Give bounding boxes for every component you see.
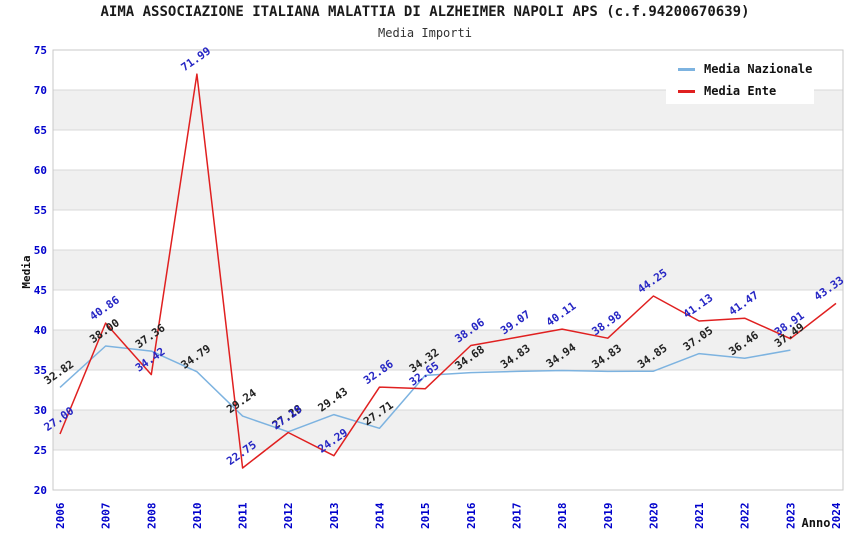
x-tick-label: 2013 [328,503,341,530]
x-tick-label: 2024 [830,502,843,529]
plot-border [52,49,844,491]
grid-lines [53,89,843,451]
series-line-media-ente [59,73,837,469]
x-tick-label: 2017 [510,503,523,530]
y-tick-label: 45 [34,284,47,297]
x-tick-label: 2012 [282,503,295,530]
plot-band [53,170,843,210]
legend-swatch-media-ente-icon [678,89,695,93]
plot-band [53,450,843,490]
chart-title: AIMA ASSOCIAZIONE ITALIANA MALATTIA DI A… [100,4,750,20]
legend-label-media-ente: Media Ente [704,84,777,98]
plot-band [53,130,843,170]
y-tick-label: 30 [34,404,47,417]
x-tick-label: 2022 [739,503,752,530]
x-tick-label: 2014 [374,502,387,529]
x-tick-label: 2018 [556,503,569,530]
y-tick-label: 25 [34,444,47,457]
plot-band [53,370,843,410]
series-line-media-nazionale [59,345,791,433]
x-tick-label: 2023 [784,503,797,530]
x-tick-label: 2010 [191,503,204,530]
y-axis-title: Media [20,255,33,288]
x-tick-label: 2006 [54,502,67,529]
y-tick-label: 65 [34,124,47,137]
y-tick-label: 75 [34,44,47,57]
plot-band [53,330,843,370]
x-axis-ticks: 2006 2007 2008 2010 2011 2012 2013 2014 2015 2016… [54,502,843,529]
x-tick-label: 2020 [647,503,660,530]
plot-band [53,210,843,250]
x-tick-label: 2007 [100,503,113,530]
plot-band [53,250,843,290]
legend-item-media-ente: Media Ente [666,83,814,99]
x-tick-label: 2008 [145,503,158,530]
plot-band [53,290,843,330]
y-tick-label: 70 [34,84,47,97]
y-tick-label: 50 [34,244,47,257]
x-tick-label: 2015 [419,503,432,530]
x-tick-label: 2019 [602,503,615,530]
legend-label-media-nazionale: Media Nazionale [704,62,813,76]
y-axis-ticks: 20 25 30 35 40 45 50 55 60 65 70 75 [34,44,47,497]
y-tick-label: 60 [34,164,47,177]
series-lines [59,73,837,469]
x-tick-label: 2011 [237,502,250,529]
chart-subtitle: Media Importi [378,26,472,40]
y-tick-label: 35 [34,364,47,377]
x-tick-label: 2016 [465,502,478,529]
legend-item-media-nazionale: Media Nazionale [666,61,814,77]
plot-bands [53,50,843,490]
plot-border-rect [52,49,844,491]
y-tick-label: 20 [34,484,47,497]
x-axis-title: Anno [802,516,831,530]
y-tick-label: 55 [34,204,47,217]
x-tick-label: 2021 [693,502,706,529]
legend: Media Nazionale Media Ente [666,56,814,104]
plot-band [53,410,843,450]
y-tick-label: 40 [34,324,47,337]
legend-swatch-media-nazionale-icon [678,67,695,71]
